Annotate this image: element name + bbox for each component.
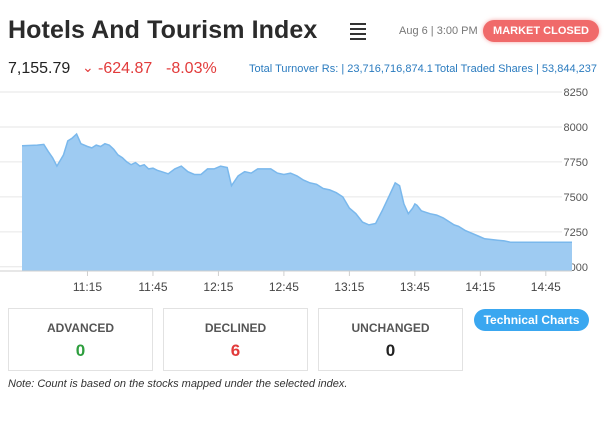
y-tick-label: 8250 [564,87,588,99]
declined-box: DECLINED 6 [163,308,308,371]
x-tick-label: 13:15 [334,280,364,294]
index-chart: 8250 8000 7750 7500 7250 7000 11:15 11:45 12:15 1… [0,82,611,302]
y-tick-label: 7750 [564,157,588,169]
y-tick-label: 7250 [564,227,588,239]
declined-value: 6 [230,341,241,360]
total-turnover: Total Turnover Rs: | 23,716,716,874.1 [249,63,433,75]
page-header: Hotels And Tourism Index Aug 6 | 3:00 PM… [8,14,603,48]
advanced-value: 0 [75,341,86,360]
y-tick-label: 8000 [564,122,588,134]
advanced-label: ADVANCED [46,321,115,335]
index-value: 7,155.79 [8,60,71,77]
x-tick-label: 14:45 [531,280,561,294]
unchanged-box: UNCHANGED 0 [318,308,463,371]
timestamp: Aug 6 | 3:00 PM [399,25,478,37]
declined-label: DECLINED [204,321,267,335]
x-tick-label: 12:15 [203,280,233,294]
footnote: Note: Count is based on the stocks mappe… [8,378,348,390]
x-tick-label: 14:15 [465,280,495,294]
market-status-badge: MARKET CLOSED [483,20,599,42]
down-arrow-icon: ⌄ [82,59,94,75]
x-tick-label: 11:15 [73,280,102,294]
change-value: -624.87 [98,60,153,77]
page-title: Hotels And Tourism Index [8,16,318,44]
y-tick-label: 7500 [564,192,588,204]
unchanged-value: 0 [385,341,396,360]
advanced-box: ADVANCED 0 [8,308,153,371]
total-traded-shares: Total Traded Shares | 53,844,237 [434,63,597,75]
change-percent: -8.03% [166,60,217,77]
area-fill [22,134,572,271]
menu-icon[interactable] [350,23,366,40]
unchanged-label: UNCHANGED [351,321,430,335]
quote-row: 7,155.79 ⌄ -624.87 -8.03% Total Turnover… [8,59,603,82]
series-line [21,132,572,244]
x-tick-label: 13:45 [400,280,430,294]
technical-charts-button[interactable]: Technical Charts [474,309,589,331]
x-tick-label: 11:45 [138,280,167,294]
x-tick-label: 12:45 [269,280,299,294]
